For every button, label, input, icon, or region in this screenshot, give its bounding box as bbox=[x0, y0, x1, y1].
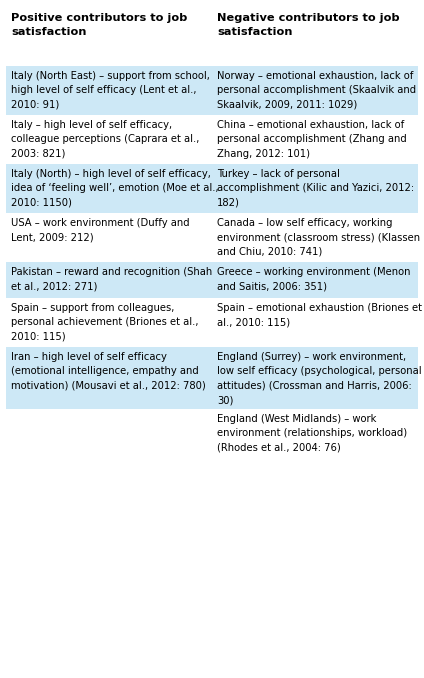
Text: England (Surrey) – work environment,
low self efficacy (psychological, personal
: England (Surrey) – work environment, low… bbox=[217, 352, 421, 405]
Text: Pakistan – reward and recognition (Shah
et al., 2012: 271): Pakistan – reward and recognition (Shah … bbox=[11, 267, 212, 292]
Bar bbox=[6, 409, 418, 458]
Text: China – emotional exhaustion, lack of
personal accomplishment (Zhang and
Zhang, : China – emotional exhaustion, lack of pe… bbox=[217, 120, 407, 159]
Bar bbox=[6, 115, 418, 164]
Text: USA – work environment (Duffy and
Lent, 2009: 212): USA – work environment (Duffy and Lent, … bbox=[11, 218, 190, 243]
Text: Negative contributors to job
satisfaction: Negative contributors to job satisfactio… bbox=[217, 13, 400, 37]
Text: Spain – emotional exhaustion (Briones et
al., 2010: 115): Spain – emotional exhaustion (Briones et… bbox=[217, 303, 422, 327]
Text: Canada – low self efficacy, working
environment (classroom stress) (Klassen
and : Canada – low self efficacy, working envi… bbox=[217, 218, 420, 257]
Text: Norway – emotional exhaustion, lack of
personal accomplishment (Skaalvik and
Ska: Norway – emotional exhaustion, lack of p… bbox=[217, 71, 416, 110]
Bar bbox=[6, 66, 418, 115]
Bar bbox=[6, 262, 418, 298]
Bar bbox=[6, 347, 418, 409]
Bar bbox=[6, 164, 418, 213]
Text: Spain – support from colleagues,
personal achievement (Briones et al.,
2010: 115: Spain – support from colleagues, persona… bbox=[11, 303, 198, 342]
Text: Italy (North East) – support from school,
high level of self efficacy (Lent et a: Italy (North East) – support from school… bbox=[11, 71, 210, 110]
Bar bbox=[6, 213, 418, 262]
Text: Italy – high level of self efficacy,
colleague perceptions (Caprara et al.,
2003: Italy – high level of self efficacy, col… bbox=[11, 120, 199, 159]
Text: Italy (North) – high level of self efficacy,
idea of ‘feeling well’, emotion (Mo: Italy (North) – high level of self effic… bbox=[11, 169, 219, 207]
Text: Positive contributors to job
satisfaction: Positive contributors to job satisfactio… bbox=[11, 13, 187, 37]
Text: England (West Midlands) – work
environment (relationships, workload)
(Rhodes et : England (West Midlands) – work environme… bbox=[217, 414, 407, 453]
Bar bbox=[6, 298, 418, 347]
Text: Turkey – lack of personal
accomplishment (Kilic and Yazici, 2012:
182): Turkey – lack of personal accomplishment… bbox=[217, 169, 414, 207]
Text: Iran – high level of self efficacy
(emotional intelligence, empathy and
motivati: Iran – high level of self efficacy (emot… bbox=[11, 352, 206, 391]
Text: Greece – working environment (Menon
and Saitis, 2006: 351): Greece – working environment (Menon and … bbox=[217, 267, 410, 292]
